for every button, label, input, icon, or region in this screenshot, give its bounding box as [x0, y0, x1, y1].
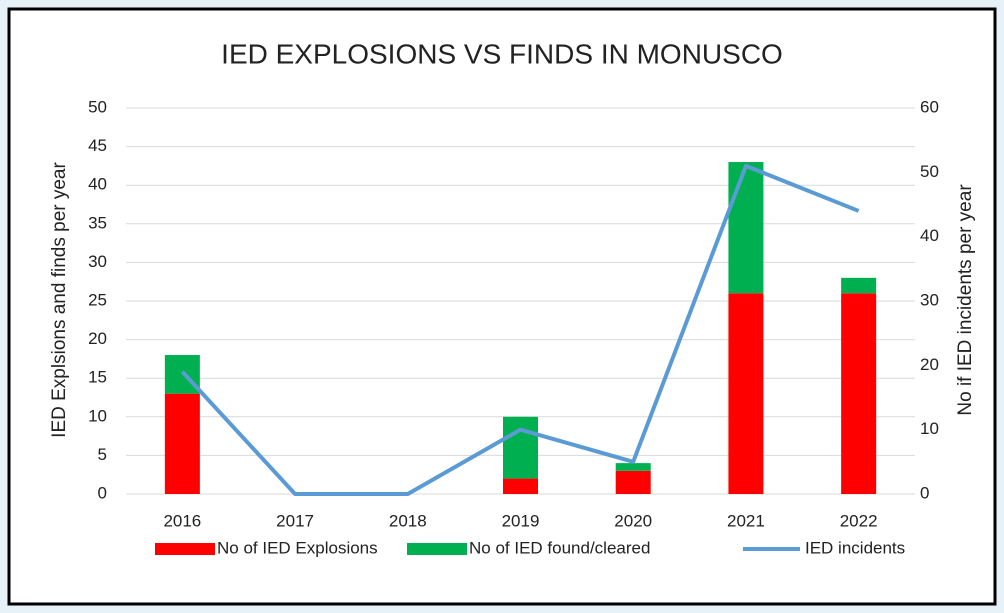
bar-segment [503, 416, 538, 479]
bar-segment [728, 162, 764, 294]
y2-tick-label: 50 [920, 162, 939, 181]
x-tick-label: 2017 [276, 511, 314, 530]
y-tick-label: 35 [88, 213, 107, 232]
x-tick-label: 2021 [727, 511, 765, 530]
y-tick-label: 30 [88, 252, 107, 271]
y-tick-label: 0 [98, 483, 107, 502]
y-tick-label: 10 [88, 406, 107, 425]
y-tick-label: 25 [88, 290, 107, 309]
bar-segment [615, 463, 651, 471]
bar-segment [841, 293, 877, 494]
y2-tick-label: 30 [920, 290, 939, 309]
y-tick-label: 40 [88, 175, 107, 194]
y2-tick-label: 60 [920, 97, 939, 116]
bar-segment [615, 470, 651, 494]
y2-tick-label: 40 [920, 226, 939, 245]
legend-label: No of IED found/cleared [469, 538, 650, 557]
y-tick-label: 45 [88, 136, 107, 155]
y-tick-label: 15 [88, 368, 107, 387]
chart-title: IED EXPLOSIONS VS FINDS IN MONUSCO [221, 38, 783, 69]
x-tick-label: 2019 [502, 511, 540, 530]
legend-swatch [407, 543, 467, 555]
y2-tick-label: 20 [920, 355, 939, 374]
line-series [180, 163, 860, 496]
y-axis-label: IED Explsions and finds per year [49, 162, 70, 438]
bar-segment [503, 478, 538, 494]
legend-swatch [155, 543, 215, 555]
x-tick-label: 2020 [614, 511, 652, 530]
y-tick-label: 5 [98, 445, 107, 464]
x-tick-label: 2016 [163, 511, 201, 530]
y2-tick-label: 0 [920, 483, 929, 502]
y-tick-label: 20 [88, 329, 107, 348]
legend-label: IED incidents [805, 538, 905, 557]
y2-axis-label: No if IED incidents per year [955, 184, 976, 416]
bar-segment [728, 293, 764, 494]
bar-segment [841, 277, 877, 294]
y-tick-label: 50 [88, 97, 107, 116]
legend-label: No of IED Explosions [217, 538, 378, 557]
y2-tick-label: 10 [920, 419, 939, 438]
x-tick-label: 2022 [840, 511, 878, 530]
bar-segment [164, 393, 200, 494]
x-tick-label: 2018 [389, 511, 427, 530]
